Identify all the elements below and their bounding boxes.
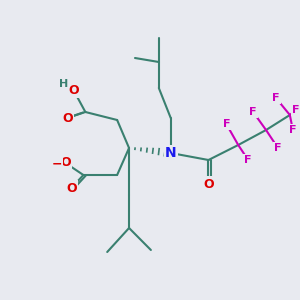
Text: F: F: [274, 143, 282, 153]
Text: O: O: [66, 182, 77, 194]
Text: F: F: [272, 93, 280, 103]
Text: F: F: [249, 107, 257, 117]
Text: F: F: [292, 105, 300, 115]
Text: F: F: [244, 155, 252, 165]
Text: −: −: [51, 158, 62, 170]
Text: H: H: [59, 79, 68, 89]
Text: O: O: [62, 112, 73, 124]
Text: O: O: [203, 178, 214, 190]
Text: O: O: [60, 157, 71, 169]
Text: F: F: [289, 125, 297, 135]
Text: N: N: [165, 146, 177, 160]
Text: O: O: [68, 83, 79, 97]
Text: F: F: [223, 119, 230, 129]
